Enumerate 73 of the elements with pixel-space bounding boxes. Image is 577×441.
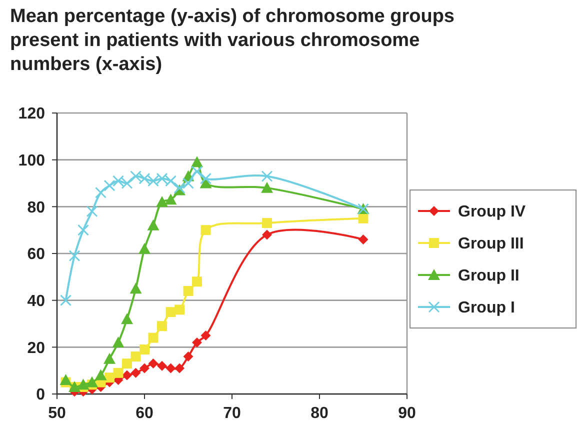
point: [140, 344, 150, 355]
x-tick-label: 60: [136, 405, 154, 422]
point: [130, 352, 141, 362]
point: [261, 182, 273, 193]
point: [113, 368, 124, 378]
x-tick-label: 70: [223, 405, 241, 422]
point: [77, 378, 90, 390]
point: [148, 175, 159, 187]
point: [200, 177, 212, 188]
point: [147, 219, 160, 230]
point: [130, 170, 142, 182]
point: [183, 286, 194, 296]
point: [138, 172, 150, 184]
point: [130, 282, 142, 294]
point: [261, 170, 273, 182]
y-tick-label: 120: [18, 106, 46, 123]
point: [174, 363, 184, 374]
point: [262, 218, 272, 228]
point: [94, 369, 107, 380]
point: [121, 178, 133, 189]
point: [112, 336, 124, 348]
point: [104, 352, 116, 364]
point: [121, 313, 133, 324]
legend-label: Group IV: [458, 204, 526, 221]
point: [358, 234, 368, 244]
point: [122, 370, 132, 380]
point: [68, 250, 80, 262]
point: [95, 186, 106, 198]
point: [165, 175, 176, 187]
y-tick-label: 40: [27, 292, 46, 310]
y-tick-label: 60: [27, 246, 46, 264]
point: [156, 172, 168, 184]
point: [148, 358, 158, 369]
point: [157, 321, 167, 332]
point: [191, 166, 203, 178]
legend-label: Group III: [458, 236, 524, 253]
point: [156, 196, 168, 207]
point: [86, 206, 98, 218]
point: [130, 368, 141, 378]
y-tick-label: 20: [27, 340, 46, 357]
point: [138, 242, 150, 254]
point: [86, 376, 98, 388]
point: [166, 363, 176, 374]
point: [191, 156, 203, 168]
y-tick-label: 80: [27, 199, 46, 216]
x-tick-label: 90: [398, 405, 416, 422]
point: [192, 276, 202, 287]
point: [200, 225, 211, 236]
point: [122, 358, 132, 369]
point: [200, 172, 212, 184]
y-tick-label: 0: [36, 386, 46, 404]
point: [174, 304, 184, 315]
point: [157, 360, 167, 371]
chart-title: Mean percentage (y-axis) of chromosome groups present in patients with various chromosome numbers (x-axis): [10, 6, 454, 75]
x-tick-label: 80: [310, 405, 328, 422]
point: [60, 374, 72, 385]
point: [182, 178, 194, 189]
legend-label: Group II: [458, 268, 520, 285]
legend-label: Group I: [458, 300, 515, 317]
point: [104, 180, 116, 192]
point: [112, 175, 124, 187]
y-tick-label: 100: [18, 152, 46, 170]
point: [200, 330, 211, 340]
point: [148, 332, 158, 343]
point: [78, 224, 89, 236]
point: [183, 352, 194, 362]
point: [164, 194, 177, 205]
point: [262, 230, 272, 240]
point: [60, 294, 72, 306]
point: [140, 363, 150, 374]
point: [192, 337, 202, 348]
x-tick-label: 50: [48, 405, 66, 422]
point: [358, 213, 368, 224]
